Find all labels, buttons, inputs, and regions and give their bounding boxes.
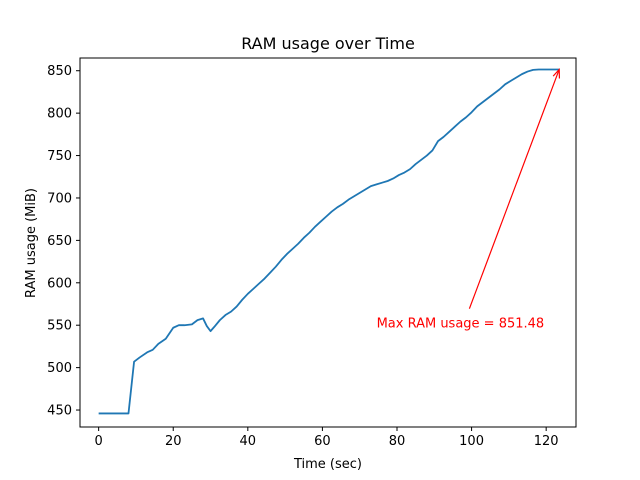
y-tick-label: 700 — [47, 191, 72, 206]
y-tick-label: 650 — [47, 234, 72, 249]
plot-area: Max RAM usage = 851.48 — [98, 67, 561, 415]
x-tick-label: 20 — [165, 434, 182, 449]
y-tick-label: 750 — [47, 149, 72, 164]
x-tick-label: 80 — [389, 434, 406, 449]
axes: 0 20 40 60 80 100 120 450 500 550 600 650 700 750 800 8… — [47, 57, 577, 449]
y-tick-label: 600 — [47, 276, 72, 291]
y-tick-label: 800 — [47, 107, 72, 122]
x-tick-label: 100 — [459, 434, 484, 449]
y-tick-label: 850 — [47, 64, 72, 79]
annotation-arrowhead — [552, 67, 561, 79]
axes-frame — [79, 57, 577, 428]
y-tick-label: 500 — [47, 361, 72, 376]
x-tick-label: 120 — [534, 434, 559, 449]
y-axis-label: RAM usage (MiB) — [24, 188, 39, 298]
chart-title: RAM usage over Time — [241, 34, 415, 53]
series-line-0 — [98, 68, 560, 415]
x-axis-label: Time (sec) — [293, 457, 362, 472]
annotation-text: Max RAM usage = 851.48 — [377, 317, 545, 332]
x-tick-label: 0 — [95, 434, 103, 449]
y-tick-label: 550 — [47, 319, 72, 334]
y-tick-label: 450 — [47, 404, 72, 419]
annotation-arrow — [468, 69, 560, 309]
x-tick-label: 60 — [314, 434, 331, 449]
x-tick-label: 40 — [240, 434, 257, 449]
